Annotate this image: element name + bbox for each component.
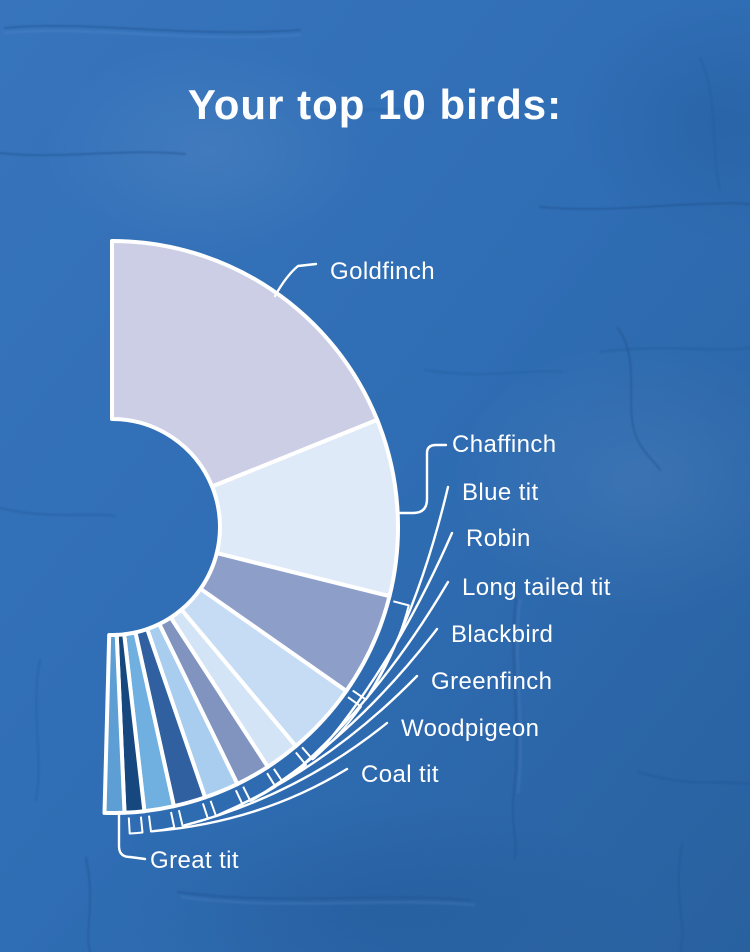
label-blue-tit: Blue tit [462,478,539,506]
leader-coal-tit [151,767,349,833]
leader-woodpigeon [183,721,389,827]
label-chaffinch: Chaffinch [452,430,557,458]
leader-blackbird [251,627,439,802]
label-woodpigeon: Woodpigeon [401,714,540,742]
label-blackbird: Blackbird [451,620,554,648]
leader-goldfinch [273,262,318,298]
leader-greenfinch [216,674,419,817]
label-greenfinch: Greenfinch [431,667,553,695]
leader-blue-tit [365,485,450,699]
background-mottling [40,0,750,952]
label-coal-tit: Coal tit [361,760,439,788]
segment-goldfinch[interactable] [110,239,380,489]
background-cracks [0,24,750,952]
segment-chaffinch[interactable] [210,417,401,599]
leader-great-tit [117,810,147,861]
bracket-great-tit [127,816,144,835]
label-robin: Robin [466,524,531,552]
leader-chaffinch [395,443,448,515]
label-long-tailed-tit: Long tailed tit [462,573,611,601]
label-goldfinch: Goldfinch [330,257,435,285]
background-crack-highlights [3,29,523,907]
page-title: Your top 10 birds: [187,81,563,128]
segment-blue-tit[interactable] [198,551,392,693]
label-great-tit: Great tit [150,846,239,874]
segment-unlabeled[interactable] [102,632,127,815]
